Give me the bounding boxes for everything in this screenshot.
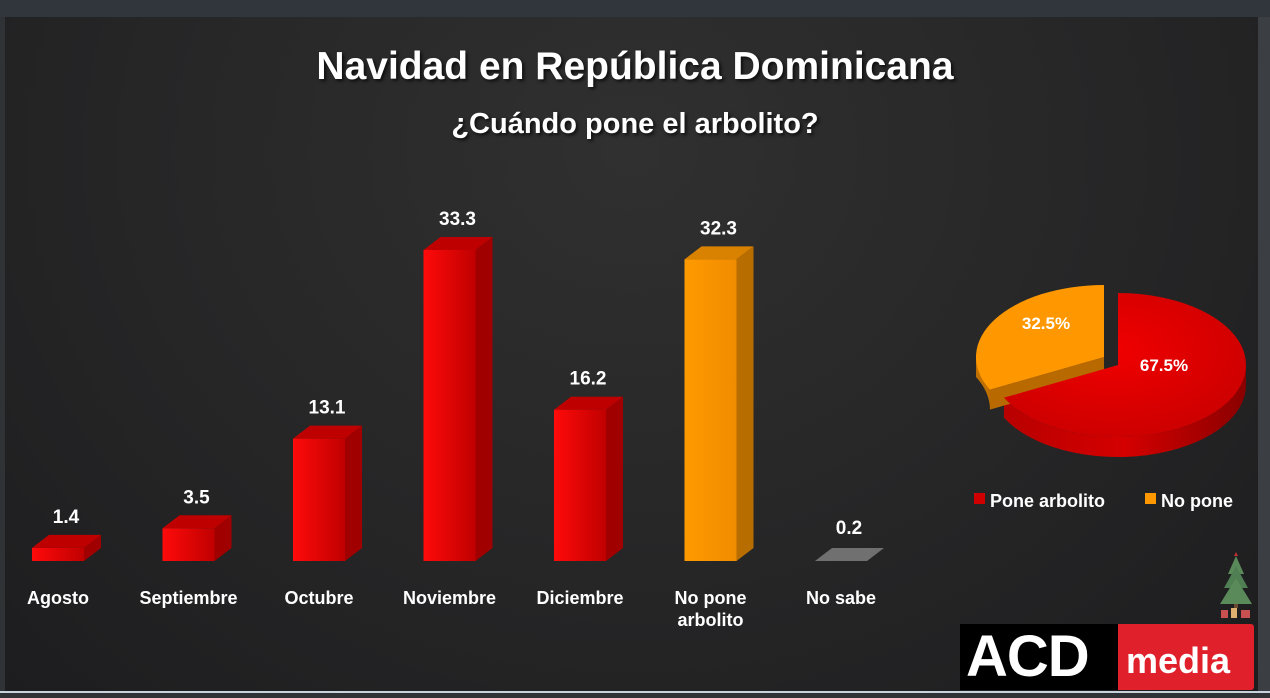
legend-swatch-orange	[1145, 493, 1156, 504]
top-bar	[0, 0, 1270, 17]
bar-top	[423, 236, 493, 250]
bar-side	[345, 425, 362, 561]
christmas-tree-icon	[1220, 552, 1252, 618]
category-label: Septiembre	[139, 588, 237, 608]
bar-front	[293, 438, 345, 561]
bar-diciembre	[554, 396, 623, 561]
logo-media-text: media	[1118, 624, 1254, 690]
bar-top	[162, 515, 232, 529]
acd-media-logo: ACD media	[960, 624, 1254, 690]
category-label: No pone	[675, 588, 747, 608]
legend-swatch-red	[974, 493, 985, 504]
value-label: 1.4	[53, 507, 80, 528]
bar-front	[423, 249, 476, 561]
bar-series: 1.4 Agosto 3.5 Septiembre 13.1 Octubre 33.3 Nov…	[27, 209, 884, 630]
category-label: Agosto	[27, 588, 89, 608]
pie-legend: Pone arbolito No pone	[974, 491, 1233, 511]
category-label: Noviembre	[403, 588, 496, 608]
pie-slice-no-pone	[976, 285, 1104, 390]
category-label: No sabe	[806, 588, 876, 608]
logo-acd-text: ACD	[960, 624, 1118, 690]
legend-item-no-pone: No pone	[1145, 491, 1233, 511]
bottom-edge	[0, 691, 1270, 693]
chart-subtitle: ¿Cuándo pone el arbolito?	[451, 108, 819, 140]
category-label: Diciembre	[536, 588, 623, 608]
bar-no-sabe	[815, 548, 884, 561]
value-label: 32.3	[700, 218, 737, 239]
bar-top	[293, 425, 362, 439]
value-label: 13.1	[309, 398, 346, 419]
bar-side	[475, 236, 493, 561]
bar-top	[684, 246, 754, 260]
category-label: arbolito	[678, 610, 744, 630]
legend-item-pone-arbolito: Pone arbolito	[974, 491, 1105, 511]
right-edge	[1258, 17, 1270, 693]
bar-side	[84, 534, 101, 561]
pie-chart: 67.5% 32.5%	[976, 285, 1246, 457]
category-label: Octubre	[284, 588, 353, 608]
bar-front	[554, 409, 606, 561]
value-label: 16.2	[570, 369, 607, 390]
legend-label-pone: Pone arbolito	[990, 491, 1105, 511]
pie-label-no-pone: 32.5%	[1022, 314, 1070, 333]
bar-top	[815, 548, 884, 561]
bar-side	[214, 515, 232, 561]
bar-noviembre	[423, 236, 493, 561]
value-label: 3.5	[183, 487, 210, 508]
pie-label-pone: 67.5%	[1140, 356, 1188, 375]
bar-top	[32, 534, 101, 548]
value-label: 0.2	[836, 518, 862, 539]
bar-side	[736, 246, 754, 561]
value-label: 33.3	[439, 209, 476, 230]
bar-octubre	[293, 425, 362, 561]
bar-front	[684, 259, 737, 561]
pie-slice-pone	[1003, 293, 1246, 438]
chart-title: Navidad en República Dominicana	[316, 45, 954, 88]
bar-septiembre	[162, 515, 232, 561]
bar-side	[606, 396, 623, 561]
legend-label-no-pone: No pone	[1161, 491, 1233, 511]
bar-top	[554, 396, 623, 410]
bar-agosto	[32, 534, 101, 561]
bar-front	[32, 547, 84, 561]
bar-no-pone-arbolito	[684, 246, 754, 561]
bar-front	[162, 528, 215, 561]
pie-slice-side-pone	[1003, 365, 1246, 457]
